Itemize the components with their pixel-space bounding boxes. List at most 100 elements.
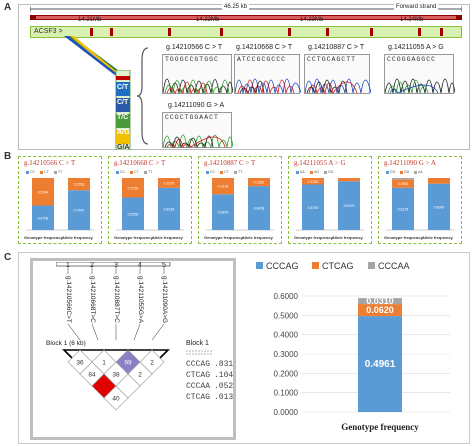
chart-data-label-1: 0.4961: [365, 359, 396, 370]
snp-label-3: g.14210887T>C: [113, 276, 120, 323]
ld-cell-value-1: 36: [76, 360, 84, 367]
ld-plot-box: [30, 258, 236, 440]
ld-block-side-label: Block 1: [186, 340, 209, 347]
freq-bar-1-1-2: [32, 178, 54, 206]
chart-ytick-3: 0.2000: [274, 369, 299, 378]
freq-bar-3-2-1: [248, 186, 270, 230]
panel-label-c: C: [4, 252, 12, 263]
freq-chart-title-1: g.14210566 C > T: [24, 159, 76, 167]
freq-legend-swatch-1-1: [26, 171, 29, 174]
position-tick-1: 14.21Mb: [78, 17, 102, 23]
trace-chromatogram-1: TGGGCCGTGGC: [162, 54, 233, 95]
freq-bar-5-1-2: [392, 179, 414, 188]
snp-number-5: 5: [162, 262, 166, 269]
freq-legend-label-2-3: TT: [148, 170, 153, 174]
freq-xlabel-2-2: Allele frequency: [152, 235, 183, 240]
ld-cell-10: [103, 385, 129, 411]
strand-label: Forward strand: [394, 4, 439, 10]
freq-bar-3-1-1: [212, 194, 234, 230]
freq-chart-frame-1: [18, 156, 102, 244]
chart-ytick-6: 0.5000: [274, 311, 299, 320]
position-tick-3: 14.23Mb: [300, 17, 324, 23]
freq-bar-label-2-1-2: 0.3750: [128, 186, 139, 190]
freq-bar-4-1-1: [302, 184, 324, 230]
freq-legend-swatch-5-2: [400, 171, 403, 174]
chart-legend-swatch-1: [256, 262, 263, 269]
snp-label-2: g.14210668T>C: [89, 276, 96, 323]
zoom-fan: [64, 36, 126, 76]
ld-cell-value-5: 84: [88, 372, 96, 379]
haplotype-freq-2: .104: [214, 371, 234, 380]
freq-chart-frame-2: [108, 156, 192, 244]
freq-legend-label-3-3: TT: [238, 170, 243, 174]
freq-legend-swatch-4-2: [310, 171, 313, 174]
trace-seq-2: ATCCGCGCCC: [237, 56, 287, 63]
ld-cell-value-7: 2: [138, 372, 142, 379]
freq-chart-title-4: g.14211055 A > G: [294, 159, 346, 167]
freq-chart-bars-2: 0.6250 0.3750 0.8125 0.1875: [116, 178, 184, 231]
trace-title-3: g.14210887 C > T: [308, 44, 365, 51]
haplotype-freq-1: .831: [214, 360, 234, 369]
chart-ytick-5: 0.4000: [274, 331, 299, 340]
freq-bar-2-1-1: [122, 197, 144, 230]
freq-bar-1-2-2: [68, 178, 90, 191]
chart-bar-cccaa: [358, 298, 402, 305]
freq-legend-swatch-2-3: [144, 171, 147, 174]
freq-chart-bars-5: 0.8125 0.1563 0.8906: [386, 178, 454, 231]
ld-cell-value-10: 40: [112, 396, 120, 403]
freq-bar-label-4-2-1: 0.9375: [344, 204, 355, 208]
freq-chart-title-2: g.14210668 C > T: [114, 159, 166, 167]
freq-xlabel-5-1: Genotype frequency: [384, 235, 423, 240]
freq-legend-label-5-3: AA: [418, 170, 423, 174]
ld-heatmap: 36 1 99 2 84 38 2 40: [62, 349, 170, 411]
trace-seq-1: TGGGCCGTGGC: [165, 56, 219, 63]
gene-exons: [90, 28, 443, 36]
freq-legend-swatch-1-3: [54, 171, 57, 174]
trace-seq-4: CCGGGAGGCC: [387, 56, 437, 63]
freq-chart-bars-1: 0.4706 0.5294 0.7647 0.2353: [26, 178, 94, 231]
snp-label-1: g.14210566C>T: [65, 276, 72, 323]
chart-legend-label-3: CCCAA: [378, 261, 410, 271]
chart-xlabel: Genotype frequency: [341, 422, 419, 432]
freq-bar-label-4-1-1: 0.8750: [308, 206, 319, 210]
freq-xlabel-5-2: Allele frequency: [422, 235, 453, 240]
freq-legend-label-1-2: CT: [44, 170, 49, 174]
panel-label-a: A: [4, 2, 12, 13]
freq-legend-label-3-1: CC: [210, 170, 216, 174]
haplotype-frequency-chart: CCCAG CTCAG CCCAA 0.0000 0.1000 0.2000 0.3000 0…: [256, 261, 450, 432]
freq-legend-label-2-2: CT: [134, 170, 139, 174]
freq-chart-title-5: g.14211090 G > A: [384, 159, 436, 167]
freq-bar-label-2-1-1: 0.6250: [128, 212, 139, 216]
freq-bar-label-2-2-2: 0.1875: [164, 181, 175, 185]
haplotype-freq-3: .052: [214, 382, 234, 391]
freq-legend-label-4-2: AG: [314, 170, 320, 174]
freq-bar-5-1-3: [392, 178, 414, 180]
chart-legend-label-1: CCCAG: [266, 261, 299, 271]
freq-bar-3-1-2: [212, 178, 234, 195]
trace-chromatogram-5: CCGCTGGAACT: [162, 112, 233, 149]
trace-chromatogram-3: CCTGCAGCTT: [304, 54, 371, 95]
freq-chart-frame-3: [198, 156, 282, 244]
freq-xlabel-4-2: Allele frequency: [332, 235, 363, 240]
ld-cell-value-4: 2: [150, 360, 154, 367]
trace-chromatogram-2: ATCCGCGCCC: [234, 54, 301, 95]
snp-position-bar: [56, 262, 171, 341]
freq-bar-label-5-1-2: 0.1563: [398, 182, 409, 186]
freq-bar-4-1-2: [302, 178, 324, 185]
snp-label-4: g.14211055G>A: [137, 276, 144, 324]
trace-title-5: g.14211090 G > A: [168, 102, 225, 109]
freq-xlabel-3-2: Allele frequency: [242, 235, 273, 240]
haplotype-table: CCCAG .831 CTCAG .104 CCCAA .052 CTCAG .013: [186, 360, 234, 420]
freq-xlabel-1-2: Allele frequency: [62, 235, 93, 240]
freq-legend-swatch-5-1: [386, 171, 389, 174]
ld-cell-value-2: 1: [102, 360, 106, 367]
freq-xlabel-3-1: Genotype frequency: [204, 235, 243, 240]
chart-data-label-2: 0.0620: [366, 305, 394, 315]
freq-legend-label-4-3: GG: [328, 170, 334, 174]
chart-bar-cccag: [358, 316, 402, 412]
freq-bar-3-2-2: [248, 178, 270, 187]
freq-bar-label-3-2-1: 0.8438: [254, 207, 265, 211]
freq-legend-swatch-2-2: [130, 171, 133, 174]
freq-bar-label-1-2-2: 0.2353: [74, 183, 85, 187]
trace-seq-5: CCGCTGGAACT: [165, 114, 219, 121]
